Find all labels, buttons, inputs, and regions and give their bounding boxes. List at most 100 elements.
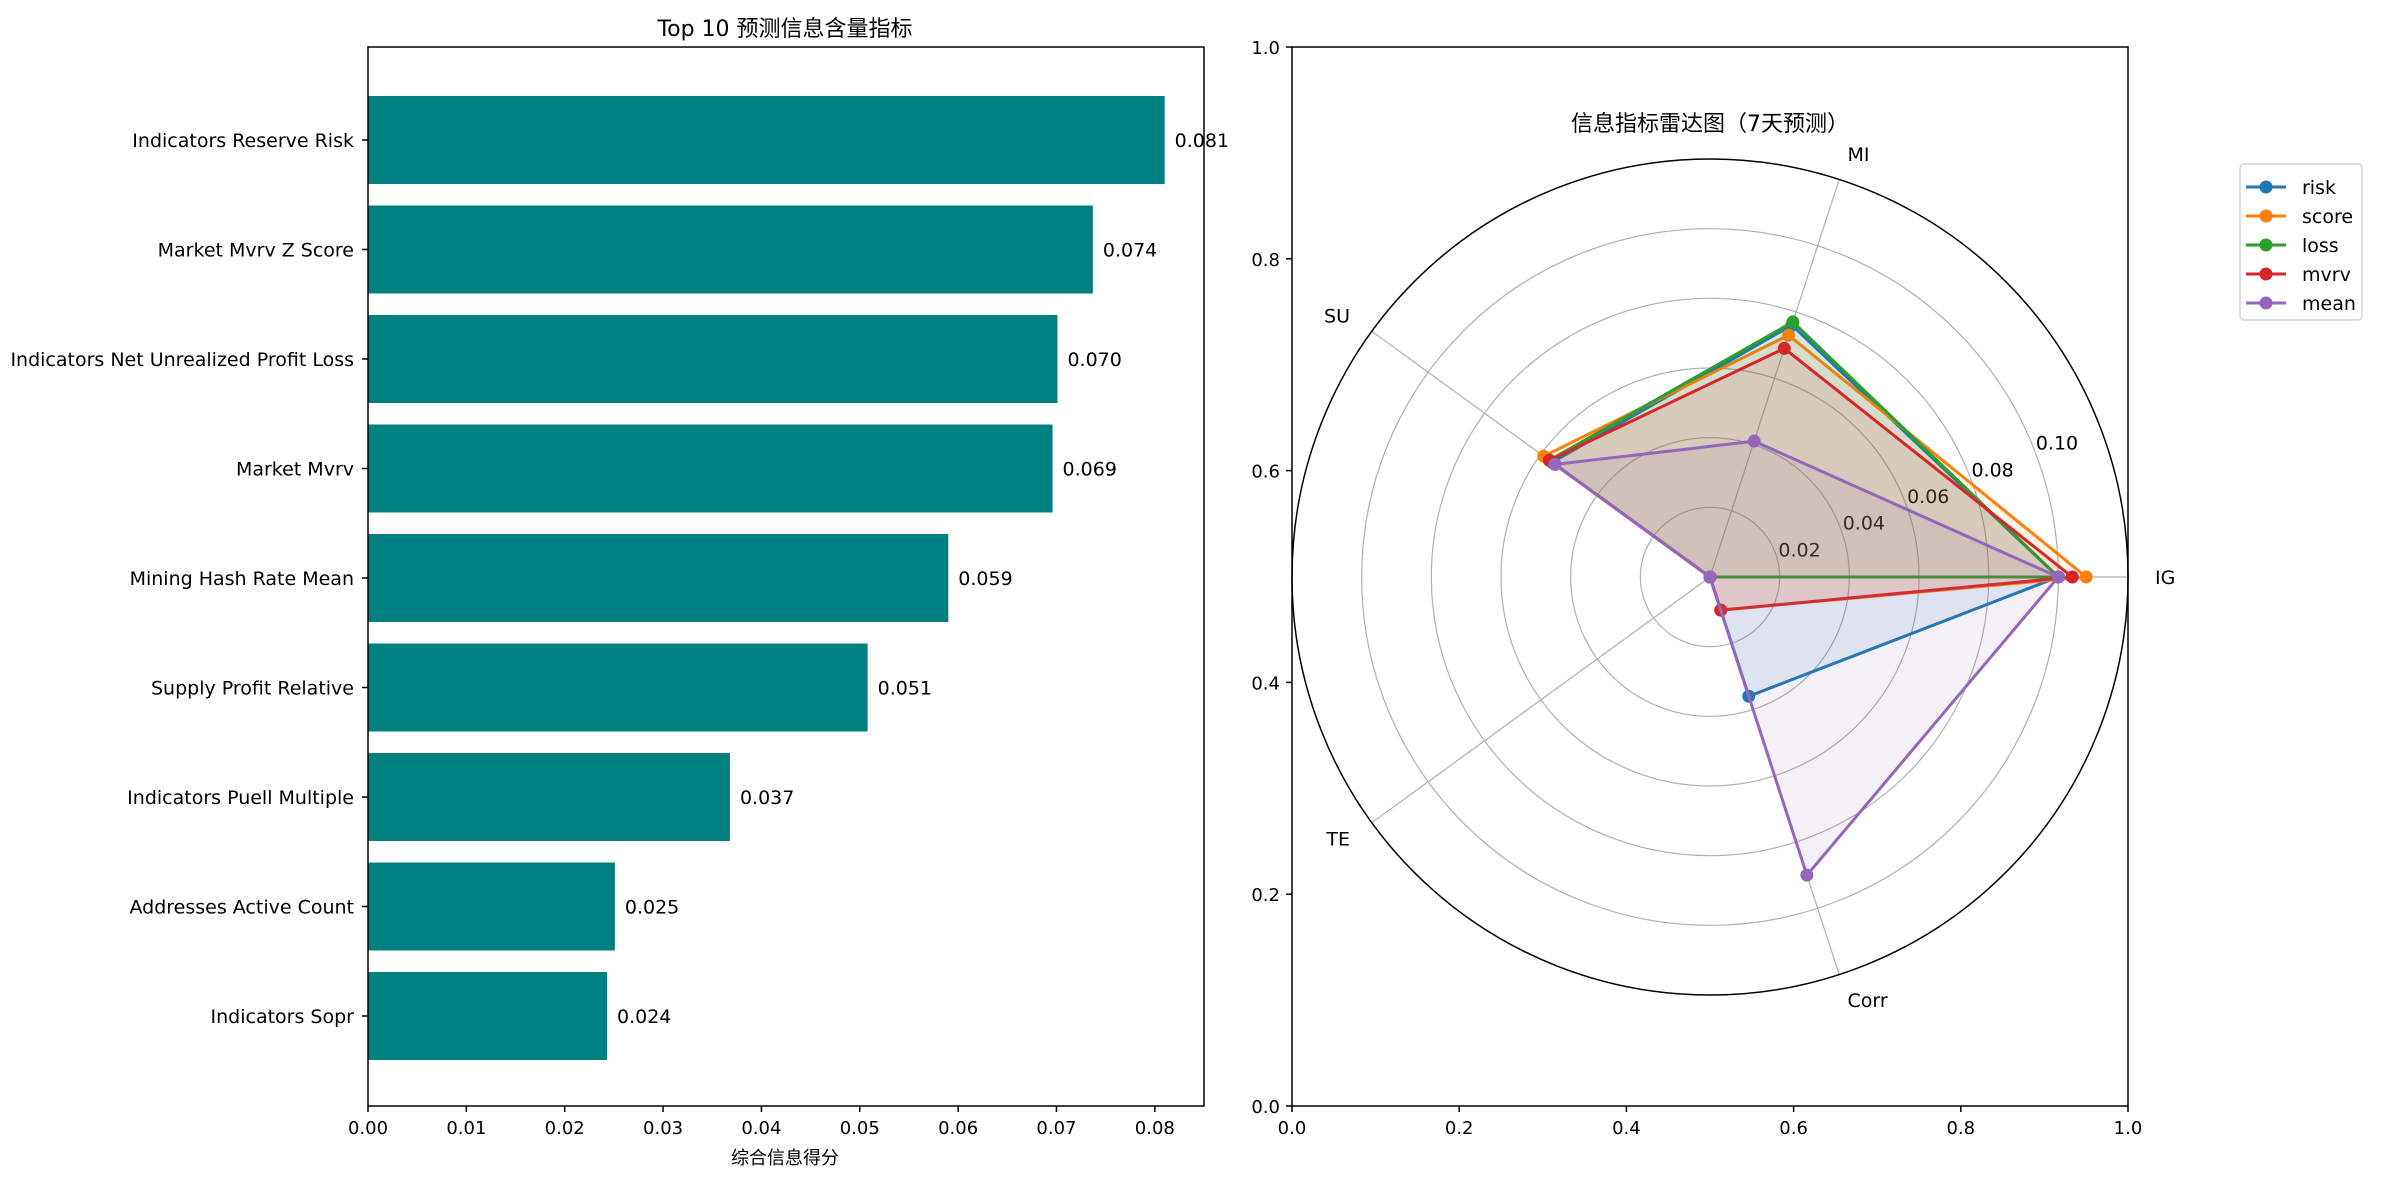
bar-category-label: Supply Profit Relative [151, 678, 354, 700]
y-tick-label: 0.0 [1251, 1097, 1280, 1118]
series-point [1777, 341, 1791, 355]
bar-value-label: 0.069 [1063, 459, 1117, 481]
bar-category-label: Indicators Net Unrealized Profit Loss [10, 349, 354, 371]
x-tick-label: 0.0 [1278, 1118, 1307, 1139]
series-fill-risk [1552, 325, 2059, 697]
radial-tick-label: 0.06 [1907, 486, 1949, 508]
bar-category-label: Market Mvrv [236, 459, 354, 481]
y-tick-label: 0.8 [1251, 250, 1280, 271]
bar-chart: Top 10 预测信息含量指标 0.081 0.074 0.070 0.069 0.05… [10, 17, 1229, 1169]
bar [368, 424, 1053, 513]
bar-value-label: 0.051 [878, 678, 932, 700]
series-fill-score [1543, 335, 2087, 611]
bar-category-label: Mining Hash Rate Mean [130, 568, 354, 590]
x-tick-label: 0.6 [1779, 1118, 1808, 1139]
bar-value-label: 0.081 [1175, 130, 1229, 152]
series-point [1782, 328, 1796, 342]
legend-swatch-marker [2259, 267, 2273, 281]
bar [368, 205, 1093, 294]
series-point [2079, 570, 2093, 584]
bar [368, 643, 868, 732]
bar-value-label: 0.037 [740, 787, 794, 809]
series-line-mean [1551, 439, 2061, 879]
radar-axis-label: MI [1848, 144, 1870, 166]
radar-outer-circle [1291, 158, 2129, 996]
x-tick-label: 0.4 [1612, 1118, 1641, 1139]
legend: risk score loss mvrv mean [2239, 163, 2363, 321]
radar-chart-title: 信息指标雷达图（7天预测） [1571, 112, 1849, 137]
radar-series [1537, 315, 2093, 882]
x-tick-label: 0.05 [840, 1118, 880, 1139]
legend-label: risk [2302, 177, 2336, 199]
series-fill-mean [1555, 441, 2059, 876]
bar-chart-title: Top 10 预测信息含量指标 [656, 17, 912, 42]
radar-axis-label: SU [1324, 305, 1350, 327]
legend-swatch-marker [2259, 209, 2273, 223]
radial-tick-label: 0.08 [1971, 459, 2013, 481]
bar-x-axis: 0.00 0.01 0.02 0.03 0.04 0.05 0.06 0.07 0.08 [348, 1106, 1175, 1139]
radial-tick-label: 0.10 [2036, 433, 2078, 455]
bar-series [368, 96, 1165, 1060]
x-tick-label: 0.07 [1036, 1118, 1076, 1139]
bar [368, 315, 1058, 403]
legend-swatch-marker [2259, 238, 2273, 252]
bar-value-label: 0.024 [617, 1006, 671, 1028]
legend-label: loss [2302, 235, 2339, 257]
legend-box [2239, 163, 2363, 321]
bar-category-label: Indicators Reserve Risk [132, 130, 354, 152]
bar-category-label: Market Mvrv Z Score [158, 240, 354, 262]
x-tick-label: 0.03 [643, 1118, 683, 1139]
legend-label: score [2302, 206, 2353, 228]
series-point [1800, 868, 1814, 882]
bar [368, 753, 730, 841]
radar-chart: 0.0 0.2 0.4 0.6 0.8 1.0 0.0 0.2 0.4 0.6 0.8 1.0 0.0… [1251, 38, 2363, 1139]
series-point [2051, 570, 2065, 584]
x-tick-label: 0.01 [446, 1118, 486, 1139]
radial-tick-label: 0.04 [1843, 513, 1885, 535]
bar-value-labels: 0.081 0.074 0.070 0.069 0.059 0.051 0.037 0.025… [617, 130, 1229, 1028]
series-point [2065, 570, 2079, 584]
legend-swatch-marker [2259, 296, 2273, 310]
legend-label: mvrv [2302, 264, 2351, 286]
x-tick-label: 0.00 [348, 1118, 388, 1139]
bar-value-label: 0.059 [958, 568, 1012, 590]
x-tick-label: 0.04 [741, 1118, 781, 1139]
radar-axis-label: Corr [1848, 990, 1888, 1012]
bar-plot-frame [367, 46, 1205, 1107]
bar [368, 972, 607, 1060]
x-tick-label: 0.8 [1946, 1118, 1975, 1139]
bar-category-labels: Indicators Reserve Risk Market Mvrv Z Sco… [10, 130, 368, 1028]
y-tick-label: 0.6 [1251, 462, 1280, 483]
bar-value-label: 0.025 [625, 897, 679, 919]
series-fill-loss [1549, 321, 2059, 577]
bar [368, 862, 615, 951]
x-tick-label: 1.0 [2114, 1118, 2143, 1139]
bar [368, 534, 949, 622]
bar-category-label: Indicators Puell Multiple [127, 787, 354, 809]
x-tick-label: 0.2 [1445, 1118, 1474, 1139]
radial-tick-label: 0.02 [1778, 539, 1820, 561]
x-tick-label: 0.06 [938, 1118, 978, 1139]
spoke-line [1371, 576, 1711, 824]
radar-axis-label: IG [2155, 567, 2175, 589]
y-tick-label: 0.4 [1251, 673, 1280, 694]
y-tick-label: 0.2 [1251, 885, 1280, 906]
x-tick-label: 0.02 [545, 1118, 585, 1139]
series-fill-mvrv [1549, 348, 2073, 611]
x-tick-label: 0.08 [1135, 1118, 1175, 1139]
legend-label: mean [2302, 293, 2356, 315]
bar-value-label: 0.074 [1103, 240, 1157, 262]
bar [368, 96, 1165, 184]
series-point [1747, 434, 1761, 448]
radar-axis-labels: IG MI SU TE Corr [1324, 144, 2175, 1012]
bar-category-label: Indicators Sopr [211, 1006, 355, 1028]
series-point [1786, 315, 1800, 329]
spoke-line [1709, 179, 1840, 578]
series-point [1703, 570, 1717, 584]
radar-axis-label: TE [1325, 829, 1350, 851]
bar-category-label: Addresses Active Count [129, 897, 354, 919]
bar-x-axis-label: 综合信息得分 [731, 1148, 839, 1169]
y-tick-label: 1.0 [1251, 38, 1280, 59]
legend-swatch-marker [2259, 180, 2273, 194]
